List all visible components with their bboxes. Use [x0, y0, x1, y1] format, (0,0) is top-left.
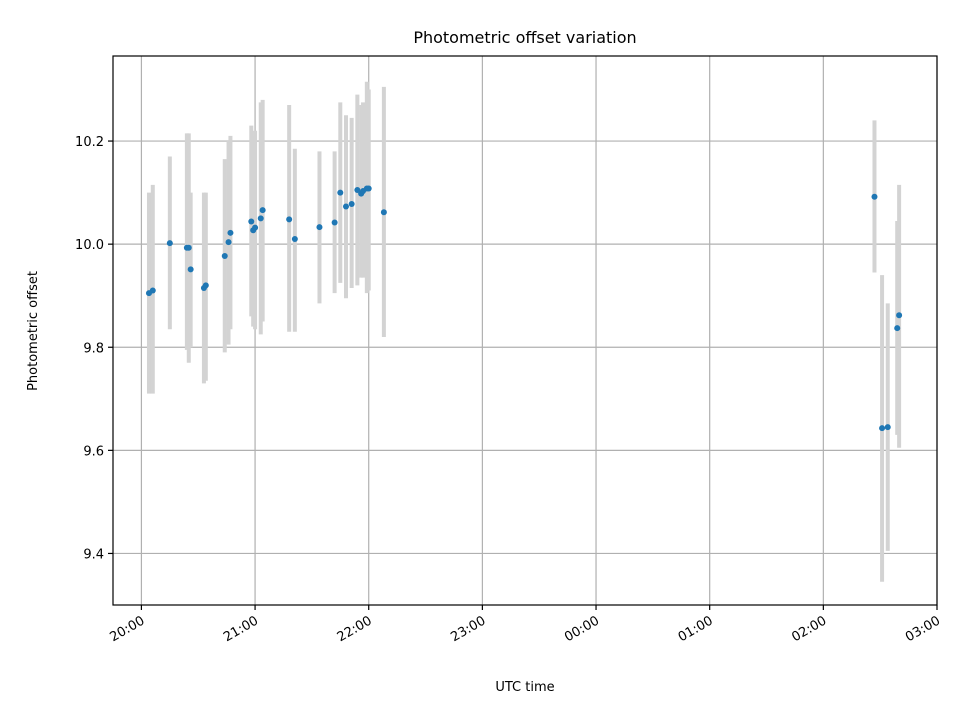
- chart-title: Photometric offset variation: [413, 28, 636, 47]
- x-tick-label: 00:00: [562, 613, 602, 645]
- data-point: [365, 185, 372, 192]
- data-point: [248, 218, 255, 225]
- data-point: [149, 287, 156, 294]
- x-tick-label: 03:00: [903, 613, 943, 645]
- data-point: [879, 425, 886, 432]
- plot-frame: [112, 55, 938, 606]
- y-tick-label: 10.0: [75, 238, 104, 253]
- y-tick-label: 9.8: [83, 341, 104, 356]
- x-tick-label: 23:00: [448, 613, 488, 645]
- y-tick-label: 9.4: [83, 547, 104, 562]
- data-point: [884, 424, 891, 431]
- data-point: [354, 187, 361, 194]
- data-point: [187, 266, 194, 273]
- grid-layer: [113, 56, 938, 605]
- data-point: [316, 224, 323, 231]
- x-tick-label: 02:00: [789, 613, 829, 645]
- data-point: [871, 193, 878, 200]
- x-tick-label: 21:00: [221, 613, 261, 645]
- data-point: [252, 224, 259, 231]
- data-point: [896, 312, 903, 319]
- y-tick-label: 9.6: [83, 444, 104, 459]
- x-tick-label: 22:00: [335, 613, 375, 645]
- data-point: [259, 207, 266, 214]
- data-point: [227, 229, 234, 236]
- data-point: [894, 325, 901, 332]
- data-point: [331, 219, 338, 226]
- data-points: [145, 185, 903, 432]
- data-point: [348, 200, 355, 207]
- error-bars: [146, 81, 902, 582]
- y-axis-label: Photometric offset: [26, 271, 41, 391]
- data-point: [225, 239, 232, 246]
- data-point: [380, 209, 387, 216]
- data-point: [286, 216, 293, 223]
- x-axis-label: UTC time: [495, 680, 554, 695]
- data-point: [342, 203, 349, 210]
- x-tick-label: 20:00: [107, 613, 147, 645]
- x-tick-label: 01:00: [676, 613, 716, 645]
- data-point: [221, 253, 228, 260]
- data-point: [202, 282, 209, 289]
- data-point: [337, 189, 344, 196]
- y-tick-label: 10.2: [75, 135, 104, 150]
- data-point: [166, 240, 173, 247]
- data-point: [257, 215, 264, 222]
- data-point: [185, 244, 192, 251]
- data-point: [291, 236, 298, 242]
